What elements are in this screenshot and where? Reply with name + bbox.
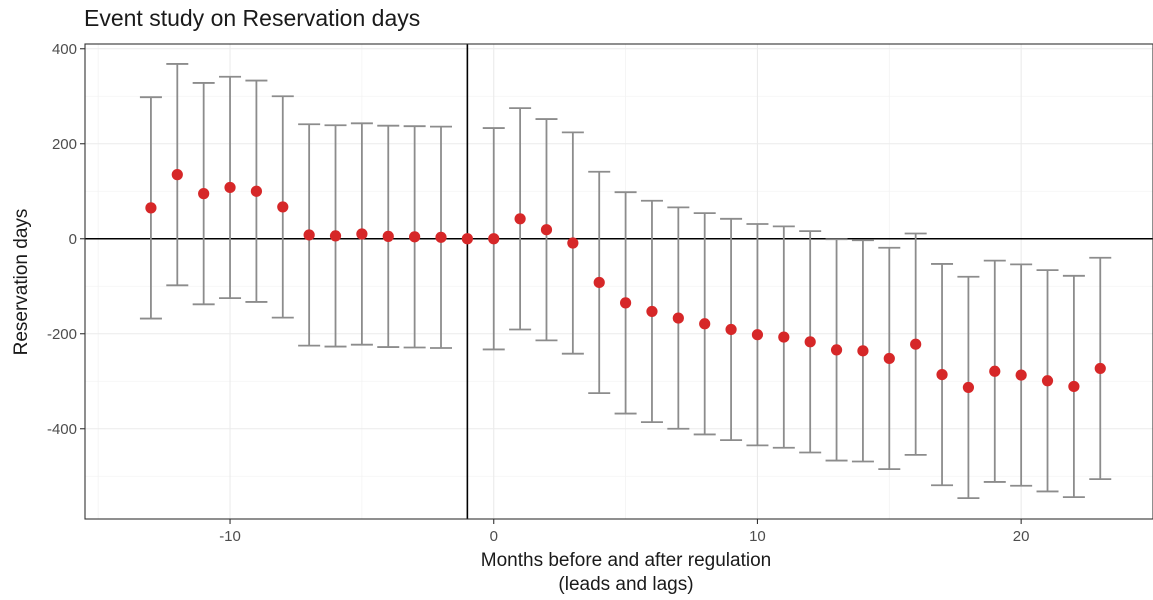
y-tick-label: 0: [69, 231, 77, 248]
x-axis-title: Months before and after regulation: [481, 550, 771, 571]
data-point: [409, 231, 421, 243]
x-tick-label: 20: [1013, 528, 1030, 545]
data-point: [488, 233, 500, 245]
data-point: [989, 365, 1001, 377]
data-point: [277, 201, 289, 213]
data-point: [672, 312, 684, 324]
reference-lines: [85, 44, 1153, 519]
data-point: [329, 230, 342, 242]
data-point: [514, 213, 526, 225]
data-point: [303, 229, 315, 241]
x-tick-label: 10: [749, 528, 766, 545]
data-point: [1094, 362, 1106, 375]
x-axis-title-line2: (leads and lags): [558, 574, 693, 595]
data-point: [619, 297, 632, 309]
y-tick-label: -400: [47, 421, 77, 438]
data-point: [725, 323, 737, 336]
data-point: [778, 331, 790, 343]
data-point: [1068, 380, 1080, 393]
data-point: [382, 230, 394, 242]
data-points: [145, 169, 1106, 394]
data-point: [540, 224, 553, 236]
x-tick-label: 0: [490, 528, 498, 545]
data-point: [198, 188, 210, 200]
data-point: [145, 202, 157, 214]
data-point: [1015, 369, 1027, 381]
data-point: [883, 352, 895, 365]
y-tick-label: -200: [47, 326, 77, 343]
data-point: [171, 169, 183, 181]
data-point: [224, 181, 236, 194]
data-point: [250, 185, 263, 197]
data-point: [962, 381, 975, 394]
data-point: [830, 344, 843, 356]
y-axis-title: Reservation days: [11, 209, 32, 356]
data-point: [435, 231, 447, 243]
data-point: [936, 369, 948, 381]
data-point: [461, 233, 473, 245]
minor-gridlines: [85, 44, 1153, 519]
major-gridlines: [85, 44, 1153, 519]
data-point: [910, 338, 922, 350]
y-tick-label: 400: [52, 41, 77, 58]
data-point: [1041, 375, 1054, 387]
data-point: [593, 276, 605, 289]
data-point: [699, 318, 711, 330]
panel-border: [84, 43, 1153, 520]
data-point: [857, 345, 869, 357]
y-axis-ticks: 400 200 0 -200 -400: [47, 41, 85, 438]
x-axis-ticks: -10 0 10 20: [219, 519, 1029, 545]
data-point: [567, 237, 579, 249]
chart-title: Event study on Reservation days: [84, 5, 420, 31]
data-point: [804, 336, 816, 348]
data-point: [646, 305, 658, 318]
x-tick-label: -10: [219, 528, 241, 545]
data-point: [751, 329, 764, 341]
y-tick-label: 200: [52, 136, 77, 153]
data-point: [356, 228, 368, 240]
